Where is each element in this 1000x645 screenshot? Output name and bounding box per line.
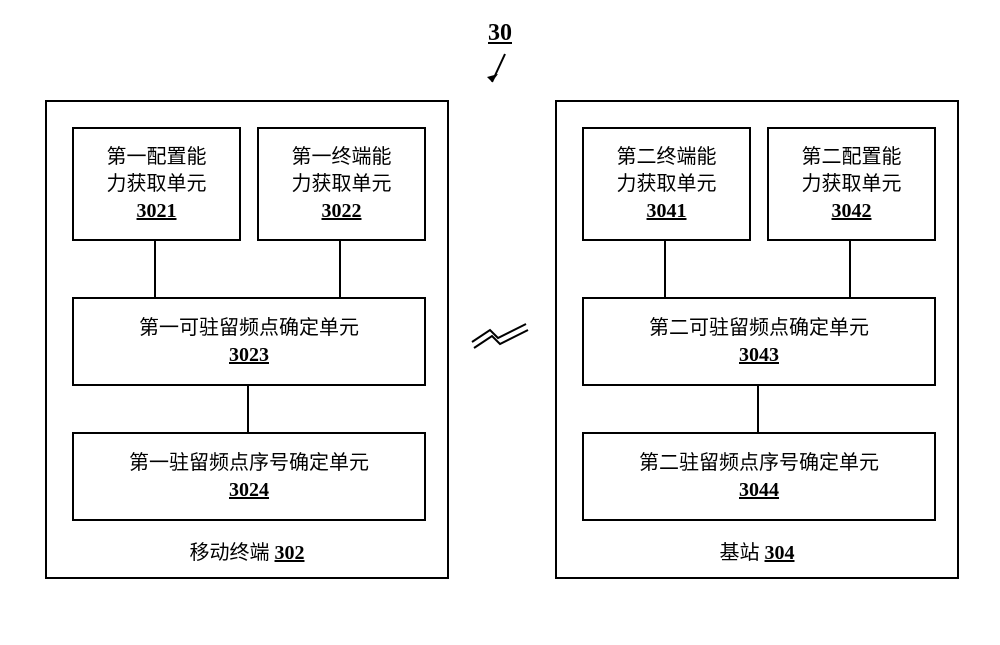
connector-3041-3043 — [664, 239, 666, 297]
connector-3022-3023 — [339, 239, 341, 297]
base-station-container: 第二终端能 力获取单元 3041 第二配置能 力获取单元 3042 第二可驻留频… — [555, 100, 959, 579]
unit-3021-line1: 第一配置能 — [107, 144, 207, 171]
unit-3042-ref: 3042 — [832, 198, 872, 225]
connector-3043-3044 — [757, 384, 759, 432]
base-station-label-ref: 304 — [765, 542, 795, 564]
unit-3042-line2: 力获取单元 — [802, 171, 902, 198]
unit-3041: 第二终端能 力获取单元 3041 — [582, 127, 751, 241]
unit-3042-line1: 第二配置能 — [802, 144, 902, 171]
unit-3024-ref: 3024 — [229, 477, 269, 504]
base-station-label-text: 基站 — [720, 542, 760, 564]
unit-3043-line1: 第二可驻留频点确定单元 — [649, 315, 869, 342]
unit-3023: 第一可驻留频点确定单元 3023 — [72, 297, 426, 386]
base-station-label: 基站 304 — [557, 536, 957, 565]
mobile-terminal-label-ref: 302 — [275, 542, 305, 564]
unit-3023-line1: 第一可驻留频点确定单元 — [139, 315, 359, 342]
mobile-terminal-container: 第一配置能 力获取单元 3021 第一终端能 力获取单元 3022 第一可驻留频… — [45, 100, 449, 579]
unit-3024-line1: 第一驻留频点序号确定单元 — [129, 450, 369, 477]
unit-3043: 第二可驻留频点确定单元 3043 — [582, 297, 936, 386]
unit-3044: 第二驻留频点序号确定单元 3044 — [582, 432, 936, 521]
unit-3023-ref: 3023 — [229, 342, 269, 369]
unit-3021: 第一配置能 力获取单元 3021 — [72, 127, 241, 241]
unit-3044-ref: 3044 — [739, 477, 779, 504]
unit-3022-line2: 力获取单元 — [292, 171, 392, 198]
unit-3041-line2: 力获取单元 — [617, 171, 717, 198]
figure-title-ref: 30 — [488, 20, 512, 46]
unit-3043-ref: 3043 — [739, 342, 779, 369]
connector-3042-3043 — [849, 239, 851, 297]
unit-3041-line1: 第二终端能 — [617, 144, 717, 171]
unit-3022-ref: 3022 — [322, 198, 362, 225]
unit-3024: 第一驻留频点序号确定单元 3024 — [72, 432, 426, 521]
connector-3021-3023 — [154, 239, 156, 297]
unit-3042: 第二配置能 力获取单元 3042 — [767, 127, 936, 241]
mobile-terminal-label-text: 移动终端 — [190, 542, 270, 564]
unit-3041-ref: 3041 — [647, 198, 687, 225]
wireless-link-icon — [470, 320, 530, 355]
connector-3023-3024 — [247, 384, 249, 432]
mobile-terminal-label: 移动终端 302 — [47, 536, 447, 565]
unit-3021-line2: 力获取单元 — [107, 171, 207, 198]
unit-3021-ref: 3021 — [137, 198, 177, 225]
unit-3022-line1: 第一终端能 — [292, 144, 392, 171]
unit-3022: 第一终端能 力获取单元 3022 — [257, 127, 426, 241]
figure-title: 30 — [0, 20, 1000, 47]
unit-3044-line1: 第二驻留频点序号确定单元 — [639, 450, 879, 477]
